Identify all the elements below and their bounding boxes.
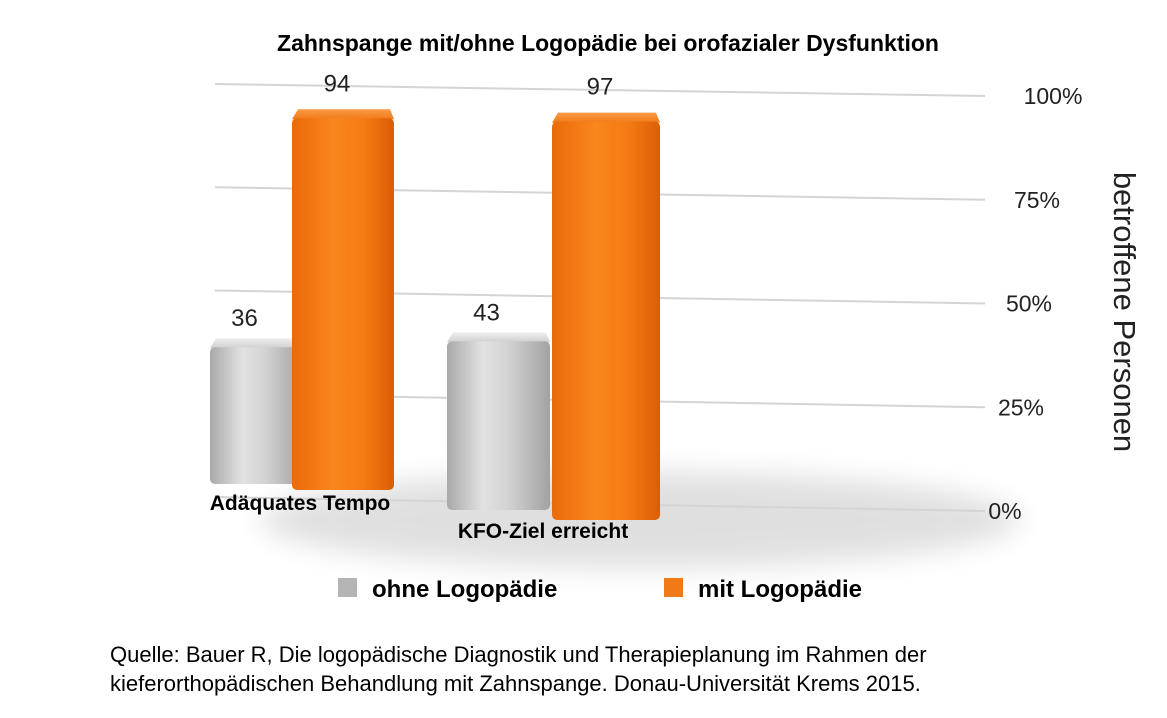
data-labels: 36 94 43 97	[231, 70, 613, 332]
y-tick-label: 25%	[998, 394, 1044, 420]
data-label: 36	[231, 305, 258, 332]
x-category-label: Adäquates Tempo	[210, 492, 390, 515]
data-label: 43	[473, 299, 500, 326]
x-category-label: KFO-Ziel erreicht	[458, 520, 628, 543]
source-note: Quelle: Bauer R, Die logopädische Diagno…	[110, 640, 1110, 698]
bar-mit-logopaedie	[552, 121, 660, 520]
data-label: 97	[587, 74, 614, 101]
legend-swatch	[338, 578, 357, 597]
y-tick-label: 100%	[1024, 83, 1083, 109]
legend-swatch	[664, 578, 683, 597]
y-axis-ticks: 0% 25% 50% 75% 100%	[988, 83, 1082, 524]
bar-mit-logopaedie	[292, 118, 394, 491]
legend: ohne Logopädie mit Logopädie	[338, 576, 862, 603]
source-line-2: kieferorthopädischen Behandlung mit Zahn…	[110, 671, 921, 696]
y-axis-title: betroffene Personen	[1107, 172, 1142, 452]
bars	[210, 109, 660, 520]
legend-label: mit Logopädie	[698, 576, 862, 603]
bar-ohne-logopaedie	[447, 341, 550, 510]
bar-top-face	[292, 109, 394, 120]
gridline	[214, 83, 986, 97]
bar-top-face	[552, 112, 660, 123]
bar-top-face	[210, 338, 303, 349]
y-tick-label: 0%	[988, 498, 1021, 524]
data-label: 94	[324, 70, 351, 97]
chart-title: Zahnspange mit/ohne Logopädie bei orofaz…	[277, 30, 939, 56]
y-tick-label: 50%	[1006, 291, 1052, 317]
bar-ohne-logopaedie	[210, 347, 303, 484]
y-tick-label: 75%	[1014, 187, 1060, 213]
bar-top-face	[447, 332, 550, 343]
category-labels: Adäquates Tempo KFO-Ziel erreicht	[210, 492, 628, 543]
legend-label: ohne Logopädie	[372, 576, 557, 603]
bar-chart: Zahnspange mit/ohne Logopädie bei orofaz…	[210, 30, 1142, 603]
source-line-1: Quelle: Bauer R, Die logopädische Diagno…	[110, 642, 927, 667]
